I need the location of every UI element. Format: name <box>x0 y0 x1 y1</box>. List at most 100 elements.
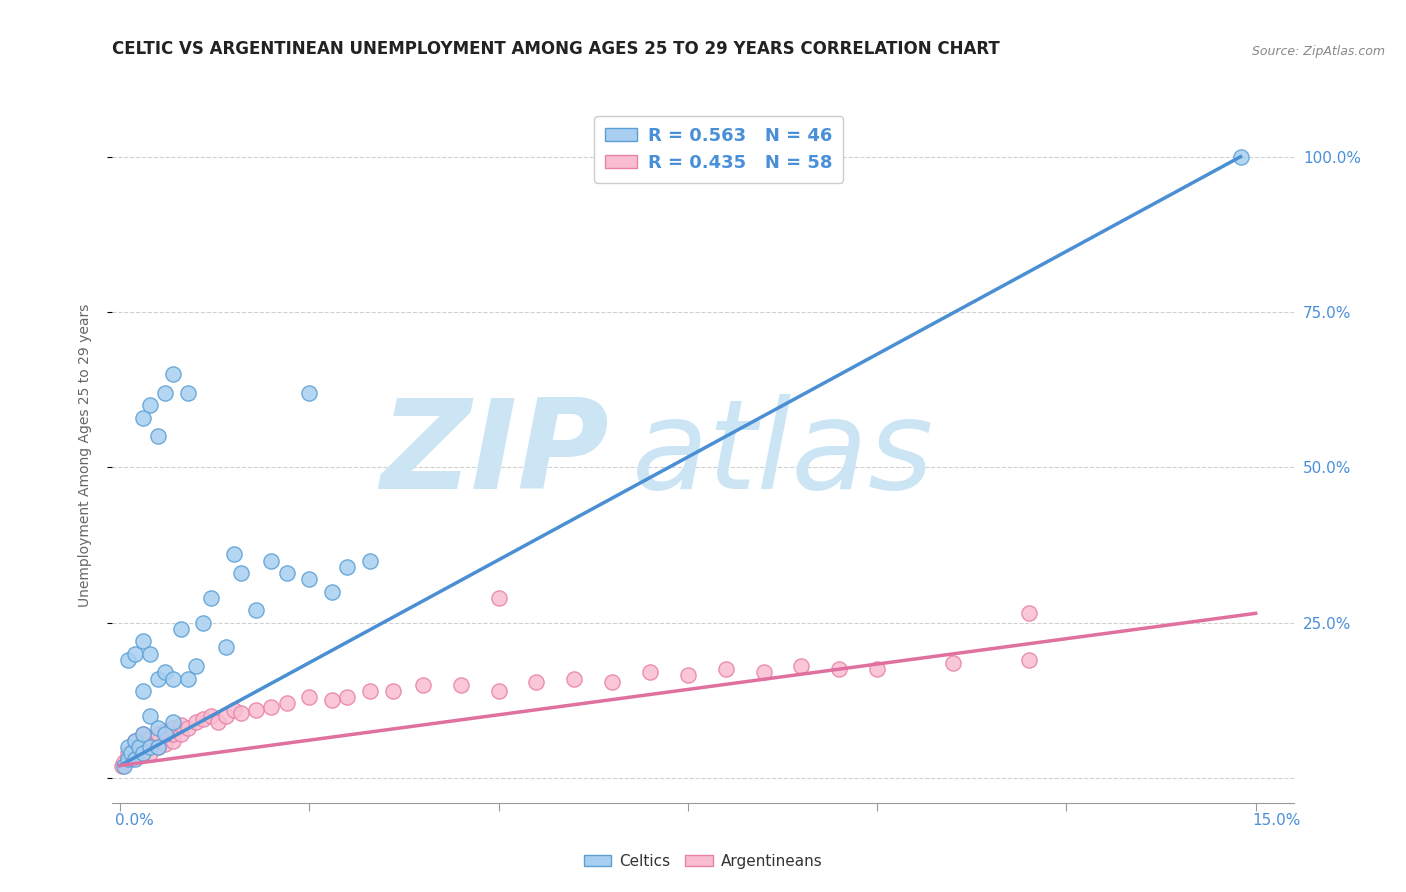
Point <box>155 724 177 739</box>
Legend: Celtics, Argentineans: Celtics, Argentineans <box>578 848 828 875</box>
Point <box>177 721 200 735</box>
Point <box>260 553 283 567</box>
Point <box>222 547 245 561</box>
Point <box>117 653 139 667</box>
Point <box>298 690 321 705</box>
Point <box>638 665 661 680</box>
Point <box>450 678 472 692</box>
Point <box>714 662 737 676</box>
Point <box>162 733 184 747</box>
Point <box>177 385 200 400</box>
Point <box>231 566 253 580</box>
Point <box>215 708 238 723</box>
Point <box>146 739 169 754</box>
Point <box>359 553 381 567</box>
Point <box>260 699 283 714</box>
Point <box>128 739 150 754</box>
Point <box>120 746 142 760</box>
Point <box>231 706 253 720</box>
Point <box>117 752 139 766</box>
Point <box>139 398 162 412</box>
Point <box>124 733 146 747</box>
Point <box>276 697 298 711</box>
Text: 0.0%: 0.0% <box>115 814 155 828</box>
Point <box>132 746 155 760</box>
Point <box>381 684 404 698</box>
Point <box>676 668 699 682</box>
Point <box>132 684 155 698</box>
Point <box>146 429 169 443</box>
Point <box>169 622 191 636</box>
Point <box>162 721 184 735</box>
Point <box>139 746 162 760</box>
Text: Source: ZipAtlas.com: Source: ZipAtlas.com <box>1251 45 1385 58</box>
Point <box>132 727 155 741</box>
Point <box>124 752 146 766</box>
Point <box>1018 653 1040 667</box>
Point <box>132 739 155 754</box>
Point <box>124 647 146 661</box>
Point <box>124 739 146 754</box>
Point <box>132 410 155 425</box>
Point <box>139 739 162 754</box>
Point <box>752 665 775 680</box>
Point <box>526 674 548 689</box>
Point <box>162 727 184 741</box>
Point <box>124 749 146 764</box>
Point <box>146 727 169 741</box>
Text: atlas: atlas <box>633 394 934 516</box>
Point <box>488 684 510 698</box>
Point <box>600 674 623 689</box>
Point <box>245 703 267 717</box>
Point <box>112 756 135 770</box>
Point <box>215 640 238 655</box>
Point <box>155 665 177 680</box>
Point <box>1018 607 1040 621</box>
Text: ZIP: ZIP <box>380 394 609 516</box>
Point <box>276 566 298 580</box>
Point <box>117 752 139 766</box>
Y-axis label: Unemployment Among Ages 25 to 29 years: Unemployment Among Ages 25 to 29 years <box>77 303 91 607</box>
Point <box>359 684 381 698</box>
Point <box>139 737 162 751</box>
Point <box>162 367 184 381</box>
Point <box>112 758 135 772</box>
Point <box>321 584 343 599</box>
Point <box>139 647 162 661</box>
Point <box>562 672 585 686</box>
Point <box>117 746 139 760</box>
Point <box>321 693 343 707</box>
Point <box>177 672 200 686</box>
Text: CELTIC VS ARGENTINEAN UNEMPLOYMENT AMONG AGES 25 TO 29 YEARS CORRELATION CHART: CELTIC VS ARGENTINEAN UNEMPLOYMENT AMONG… <box>112 40 1000 58</box>
Point <box>412 678 434 692</box>
Point <box>132 733 155 747</box>
Point <box>1229 150 1251 164</box>
Point <box>139 731 162 745</box>
Point <box>193 615 215 630</box>
Point <box>298 572 321 586</box>
Point <box>120 752 142 766</box>
Point <box>336 690 359 705</box>
Point <box>184 714 207 729</box>
Text: 15.0%: 15.0% <box>1253 814 1301 828</box>
Point <box>132 634 155 648</box>
Point <box>162 672 184 686</box>
Point <box>132 746 155 760</box>
Point <box>866 662 889 676</box>
Point <box>146 721 169 735</box>
Point <box>124 733 146 747</box>
Point <box>245 603 267 617</box>
Point <box>111 758 134 772</box>
Point <box>169 727 191 741</box>
Point <box>155 727 177 741</box>
Point <box>146 733 169 747</box>
Point <box>336 559 359 574</box>
Point <box>298 385 321 400</box>
Point <box>117 739 139 754</box>
Point <box>146 739 169 754</box>
Point <box>207 714 229 729</box>
Point <box>193 712 215 726</box>
Point <box>139 708 162 723</box>
Point <box>146 672 169 686</box>
Point <box>184 659 207 673</box>
